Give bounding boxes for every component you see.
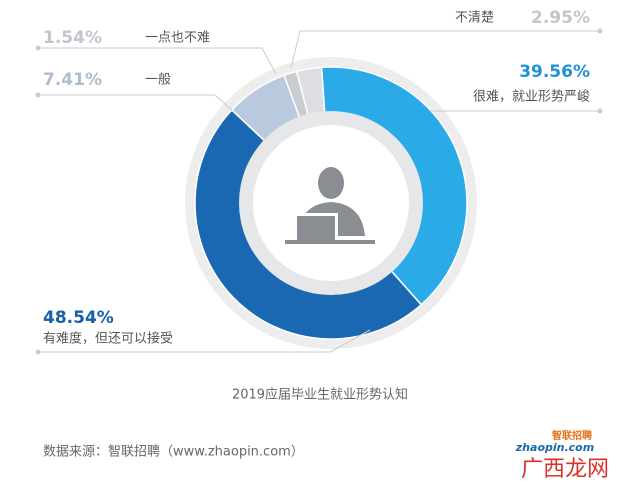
value-label: 39.56% xyxy=(519,62,590,82)
icon-desk xyxy=(285,240,375,244)
leader-dot xyxy=(35,349,41,355)
value-label: 2.95% xyxy=(531,8,590,28)
leader-line xyxy=(38,94,233,111)
category-label: 有难度，但还可以接受 xyxy=(43,331,173,347)
value-label: 7.41% xyxy=(43,70,102,90)
leader-line xyxy=(290,30,600,69)
category-label: 一般 xyxy=(145,72,171,88)
leader-dot xyxy=(35,45,41,51)
leader-dot xyxy=(597,28,603,34)
leader-dot xyxy=(597,108,603,114)
leader-line xyxy=(38,47,277,75)
icon-laptop xyxy=(297,216,335,240)
category-label: 不清楚 xyxy=(455,11,494,26)
person-icon xyxy=(285,167,375,244)
value-label: 48.54% xyxy=(43,308,114,328)
category-label: 很难，就业形势严峻 xyxy=(473,89,590,105)
value-label: 1.54% xyxy=(43,28,102,48)
icon-head xyxy=(318,167,344,199)
chart-title: 2019应届毕业生就业形势认知 xyxy=(232,387,408,403)
leader-dot xyxy=(35,92,41,98)
watermark: 广西龙网 xyxy=(521,457,609,482)
source: 数据来源：智联招聘（www.zhaopin.com） xyxy=(43,445,304,460)
logo-domain: zhaopin.com xyxy=(515,441,594,454)
labels: 39.56% 很难，就业形势严峻 48.54% 有难度，但还可以接受 7.41% 一般 1.… xyxy=(35,8,603,355)
leader-line xyxy=(38,329,371,353)
logo-name: 智联招聘 xyxy=(552,429,592,442)
category-label: 一点也不难 xyxy=(145,31,210,46)
